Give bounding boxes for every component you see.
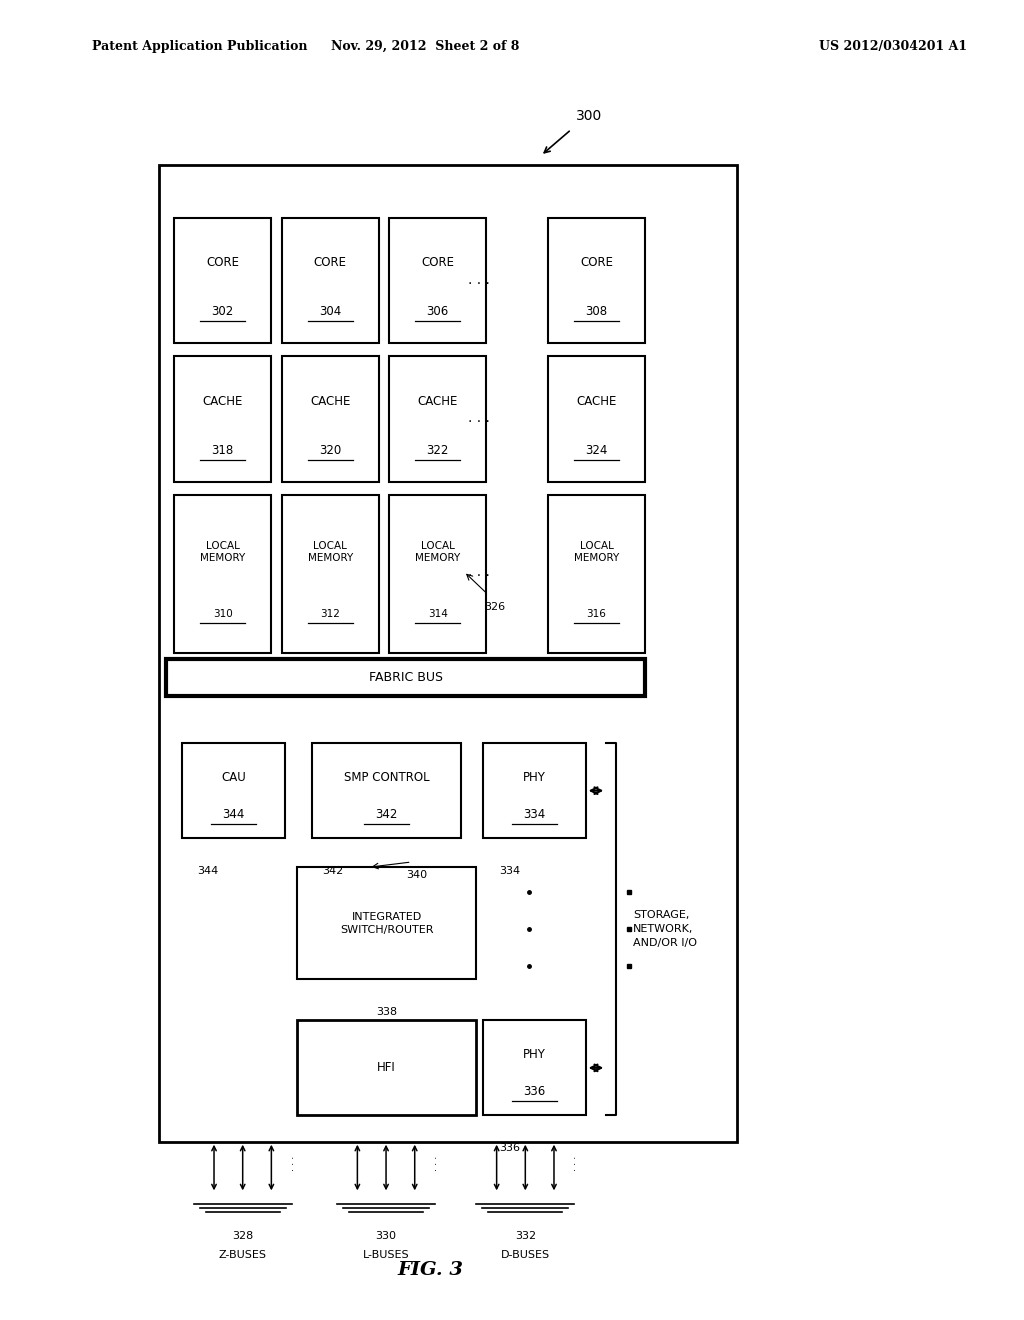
Text: 336: 336 [499,1143,520,1154]
Text: SMP CONTROL: SMP CONTROL [344,771,429,784]
Text: 330: 330 [376,1230,396,1241]
Text: 318: 318 [212,444,233,457]
Text: LOCAL
MEMORY: LOCAL MEMORY [415,541,461,564]
FancyBboxPatch shape [182,743,285,838]
FancyBboxPatch shape [282,218,379,343]
FancyBboxPatch shape [389,218,486,343]
Text: 344: 344 [222,808,245,821]
Text: US 2012/0304201 A1: US 2012/0304201 A1 [819,40,968,53]
Text: 322: 322 [427,444,449,457]
FancyBboxPatch shape [548,356,645,482]
Text: 344: 344 [198,866,219,876]
Text: 338: 338 [376,1007,397,1018]
Text: Z-BUSES: Z-BUSES [219,1250,266,1261]
Text: CACHE: CACHE [310,395,350,408]
FancyBboxPatch shape [282,495,379,653]
Text: 324: 324 [586,444,607,457]
Text: . . .: . . . [468,273,490,286]
Text: STORAGE,
NETWORK,
AND/OR I/O: STORAGE, NETWORK, AND/OR I/O [633,911,696,948]
Text: 326: 326 [484,602,506,612]
Text: 336: 336 [523,1085,546,1098]
Text: 334: 334 [499,866,520,876]
FancyBboxPatch shape [483,743,586,838]
Text: L-BUSES: L-BUSES [362,1250,410,1261]
FancyBboxPatch shape [389,356,486,482]
Text: 340: 340 [407,870,428,880]
Text: D-BUSES: D-BUSES [501,1250,550,1261]
Text: Patent Application Publication: Patent Application Publication [92,40,307,53]
Text: LOCAL
MEMORY: LOCAL MEMORY [573,541,620,564]
Text: CACHE: CACHE [577,395,616,408]
Text: CORE: CORE [421,256,455,269]
Text: 320: 320 [319,444,341,457]
Text: 342: 342 [376,808,397,821]
Text: CORE: CORE [206,256,240,269]
Text: . . .: . . . [468,565,490,578]
Text: CACHE: CACHE [418,395,458,408]
FancyBboxPatch shape [282,356,379,482]
Text: 334: 334 [523,808,546,821]
Text: LOCAL
MEMORY: LOCAL MEMORY [307,541,353,564]
FancyBboxPatch shape [159,165,737,1142]
Text: . . .: . . . [429,1156,439,1171]
Text: CORE: CORE [580,256,613,269]
Text: 302: 302 [212,305,233,318]
Text: HFI: HFI [377,1061,396,1074]
Text: PHY: PHY [523,1048,546,1061]
FancyBboxPatch shape [174,356,271,482]
Text: . . .: . . . [286,1156,296,1171]
FancyBboxPatch shape [389,495,486,653]
Text: CAU: CAU [221,771,246,784]
FancyBboxPatch shape [297,867,476,979]
FancyBboxPatch shape [548,495,645,653]
Text: 328: 328 [232,1230,253,1241]
FancyBboxPatch shape [483,1020,586,1115]
Text: 304: 304 [319,305,341,318]
Text: FABRIC BUS: FABRIC BUS [369,671,442,684]
Text: PHY: PHY [523,771,546,784]
FancyBboxPatch shape [174,218,271,343]
Text: . . .: . . . [568,1156,579,1171]
Text: 308: 308 [586,305,607,318]
Text: CACHE: CACHE [203,395,243,408]
Text: 310: 310 [213,609,232,619]
FancyBboxPatch shape [312,743,461,838]
Text: 300: 300 [575,110,602,123]
Text: FIG. 3: FIG. 3 [397,1261,463,1279]
FancyBboxPatch shape [297,1020,476,1115]
Text: 342: 342 [323,866,344,876]
FancyBboxPatch shape [166,659,645,696]
Text: LOCAL
MEMORY: LOCAL MEMORY [200,541,246,564]
Text: . . .: . . . [468,412,490,425]
Text: CORE: CORE [313,256,347,269]
Text: 312: 312 [321,609,340,619]
Text: Nov. 29, 2012  Sheet 2 of 8: Nov. 29, 2012 Sheet 2 of 8 [331,40,519,53]
Text: 306: 306 [427,305,449,318]
FancyBboxPatch shape [548,218,645,343]
FancyBboxPatch shape [174,495,271,653]
Text: 314: 314 [428,609,447,619]
Text: INTEGRATED
SWITCH/ROUTER: INTEGRATED SWITCH/ROUTER [340,912,433,935]
Text: 316: 316 [587,609,606,619]
Text: 332: 332 [515,1230,536,1241]
